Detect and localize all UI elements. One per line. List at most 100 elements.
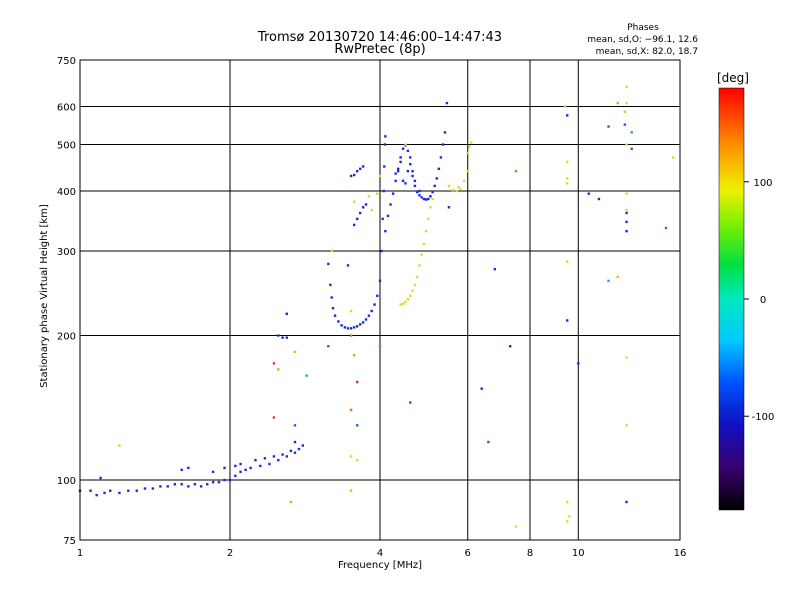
data-point-O bbox=[420, 196, 423, 199]
data-point-O bbox=[441, 143, 445, 146]
data-point-X bbox=[565, 500, 569, 504]
y-tick-label: 300 bbox=[57, 247, 76, 258]
data-point-X bbox=[625, 208, 628, 212]
data-point-X bbox=[352, 200, 356, 203]
colorbar-tick-label: 100 bbox=[753, 178, 772, 189]
chart-subtitle: RwPretec (8p) bbox=[334, 42, 425, 57]
data-point-X bbox=[625, 143, 628, 146]
data-point-O bbox=[277, 458, 280, 462]
data-point-X bbox=[565, 160, 569, 164]
y-tick-label: 200 bbox=[57, 332, 76, 343]
data-point-O bbox=[386, 214, 390, 218]
data-point-other bbox=[607, 279, 610, 283]
data-point-O bbox=[217, 480, 221, 484]
data-point-O bbox=[361, 206, 365, 209]
data-point-O bbox=[625, 500, 628, 504]
data-point-O bbox=[625, 211, 628, 215]
data-point-O bbox=[211, 470, 215, 474]
data-point-O bbox=[367, 314, 371, 317]
data-point-O bbox=[382, 189, 385, 193]
data-point-O bbox=[429, 195, 432, 198]
x-axis: 1 2 4 6 8 10 16 bbox=[77, 548, 687, 559]
data-point-O bbox=[376, 294, 379, 297]
data-point-X bbox=[447, 184, 451, 188]
data-point-other bbox=[616, 101, 619, 105]
data-point-O bbox=[352, 326, 356, 329]
data-point-X bbox=[404, 300, 407, 304]
data-point-O bbox=[89, 489, 92, 492]
data-point-other bbox=[293, 424, 297, 427]
data-point-O bbox=[422, 197, 426, 201]
data-point-O bbox=[439, 156, 443, 159]
data-point-O bbox=[383, 165, 386, 168]
data-point-X bbox=[413, 283, 417, 287]
data-point-O bbox=[281, 336, 284, 339]
data-point-O bbox=[433, 184, 436, 188]
data-point-O bbox=[330, 296, 333, 299]
data-point-other bbox=[378, 345, 382, 348]
data-point-O bbox=[361, 165, 365, 168]
y-tick-label: 600 bbox=[57, 103, 76, 114]
data-point-X bbox=[378, 174, 382, 178]
data-point-O bbox=[409, 162, 412, 166]
data-point-O bbox=[565, 114, 569, 117]
data-point-O bbox=[293, 451, 297, 454]
data-point-O bbox=[380, 249, 383, 253]
data-point-other bbox=[293, 350, 297, 353]
data-point-O bbox=[329, 283, 332, 287]
y-tick-label: 500 bbox=[57, 141, 76, 152]
data-point-O bbox=[358, 211, 362, 215]
data-point-O bbox=[411, 174, 414, 178]
data-point-O bbox=[239, 462, 242, 466]
y-axis-label: Stationary phase Virtual Height [km] bbox=[39, 204, 50, 388]
data-point-X bbox=[462, 179, 466, 183]
data-point-X bbox=[625, 101, 628, 105]
phases-note-x: mean, sd,X: 82.0, 18.7 bbox=[596, 47, 698, 57]
data-point-O bbox=[577, 362, 580, 365]
data-point-O bbox=[625, 220, 628, 224]
data-point-O bbox=[297, 447, 301, 451]
data-point-O bbox=[480, 387, 483, 390]
data-point-X bbox=[404, 143, 407, 146]
data-point-O bbox=[409, 156, 412, 159]
data-point-O bbox=[223, 466, 226, 470]
data-point-O bbox=[406, 169, 410, 173]
x-tick-label: 16 bbox=[674, 548, 687, 559]
data-point-O bbox=[418, 189, 421, 193]
data-point-O bbox=[99, 476, 102, 480]
data-point-O bbox=[406, 149, 410, 153]
data-point-X bbox=[563, 105, 567, 108]
data-point-O bbox=[394, 172, 397, 175]
data-point-X bbox=[468, 145, 471, 148]
data-point-X bbox=[431, 197, 434, 201]
data-point-O bbox=[401, 179, 405, 183]
data-point-O bbox=[383, 143, 387, 146]
phases-note-o: mean, sd,O: −96.1, 12.6 bbox=[587, 35, 698, 45]
x-axis-label: Frequency [MHz] bbox=[338, 560, 422, 571]
x-tick-label: 10 bbox=[572, 548, 585, 559]
data-point-X bbox=[411, 289, 414, 292]
y-axis: 75 100 200 300 400 500 600 750 bbox=[57, 56, 76, 547]
data-point-other bbox=[514, 169, 518, 173]
data-point-O bbox=[364, 203, 368, 206]
colorbar: [deg] 100 0 -100 bbox=[717, 71, 774, 511]
data-point-X bbox=[349, 455, 353, 458]
data-point-X bbox=[625, 85, 628, 88]
data-point-X bbox=[470, 141, 473, 144]
data-point-O bbox=[193, 483, 197, 486]
data-point-X bbox=[330, 249, 333, 253]
data-point-O bbox=[223, 478, 226, 482]
data-point-O bbox=[431, 190, 434, 194]
data-point-other bbox=[623, 110, 627, 113]
data-point-O bbox=[135, 489, 138, 492]
data-point-other bbox=[616, 275, 619, 279]
data-point-other bbox=[289, 500, 293, 504]
data-point-X bbox=[671, 156, 675, 159]
data-point-O bbox=[396, 169, 400, 173]
data-point-O bbox=[259, 464, 262, 468]
data-point-O bbox=[355, 325, 359, 328]
data-point-X bbox=[451, 188, 455, 192]
data-point-other bbox=[327, 345, 330, 348]
data-point-O bbox=[127, 489, 130, 492]
